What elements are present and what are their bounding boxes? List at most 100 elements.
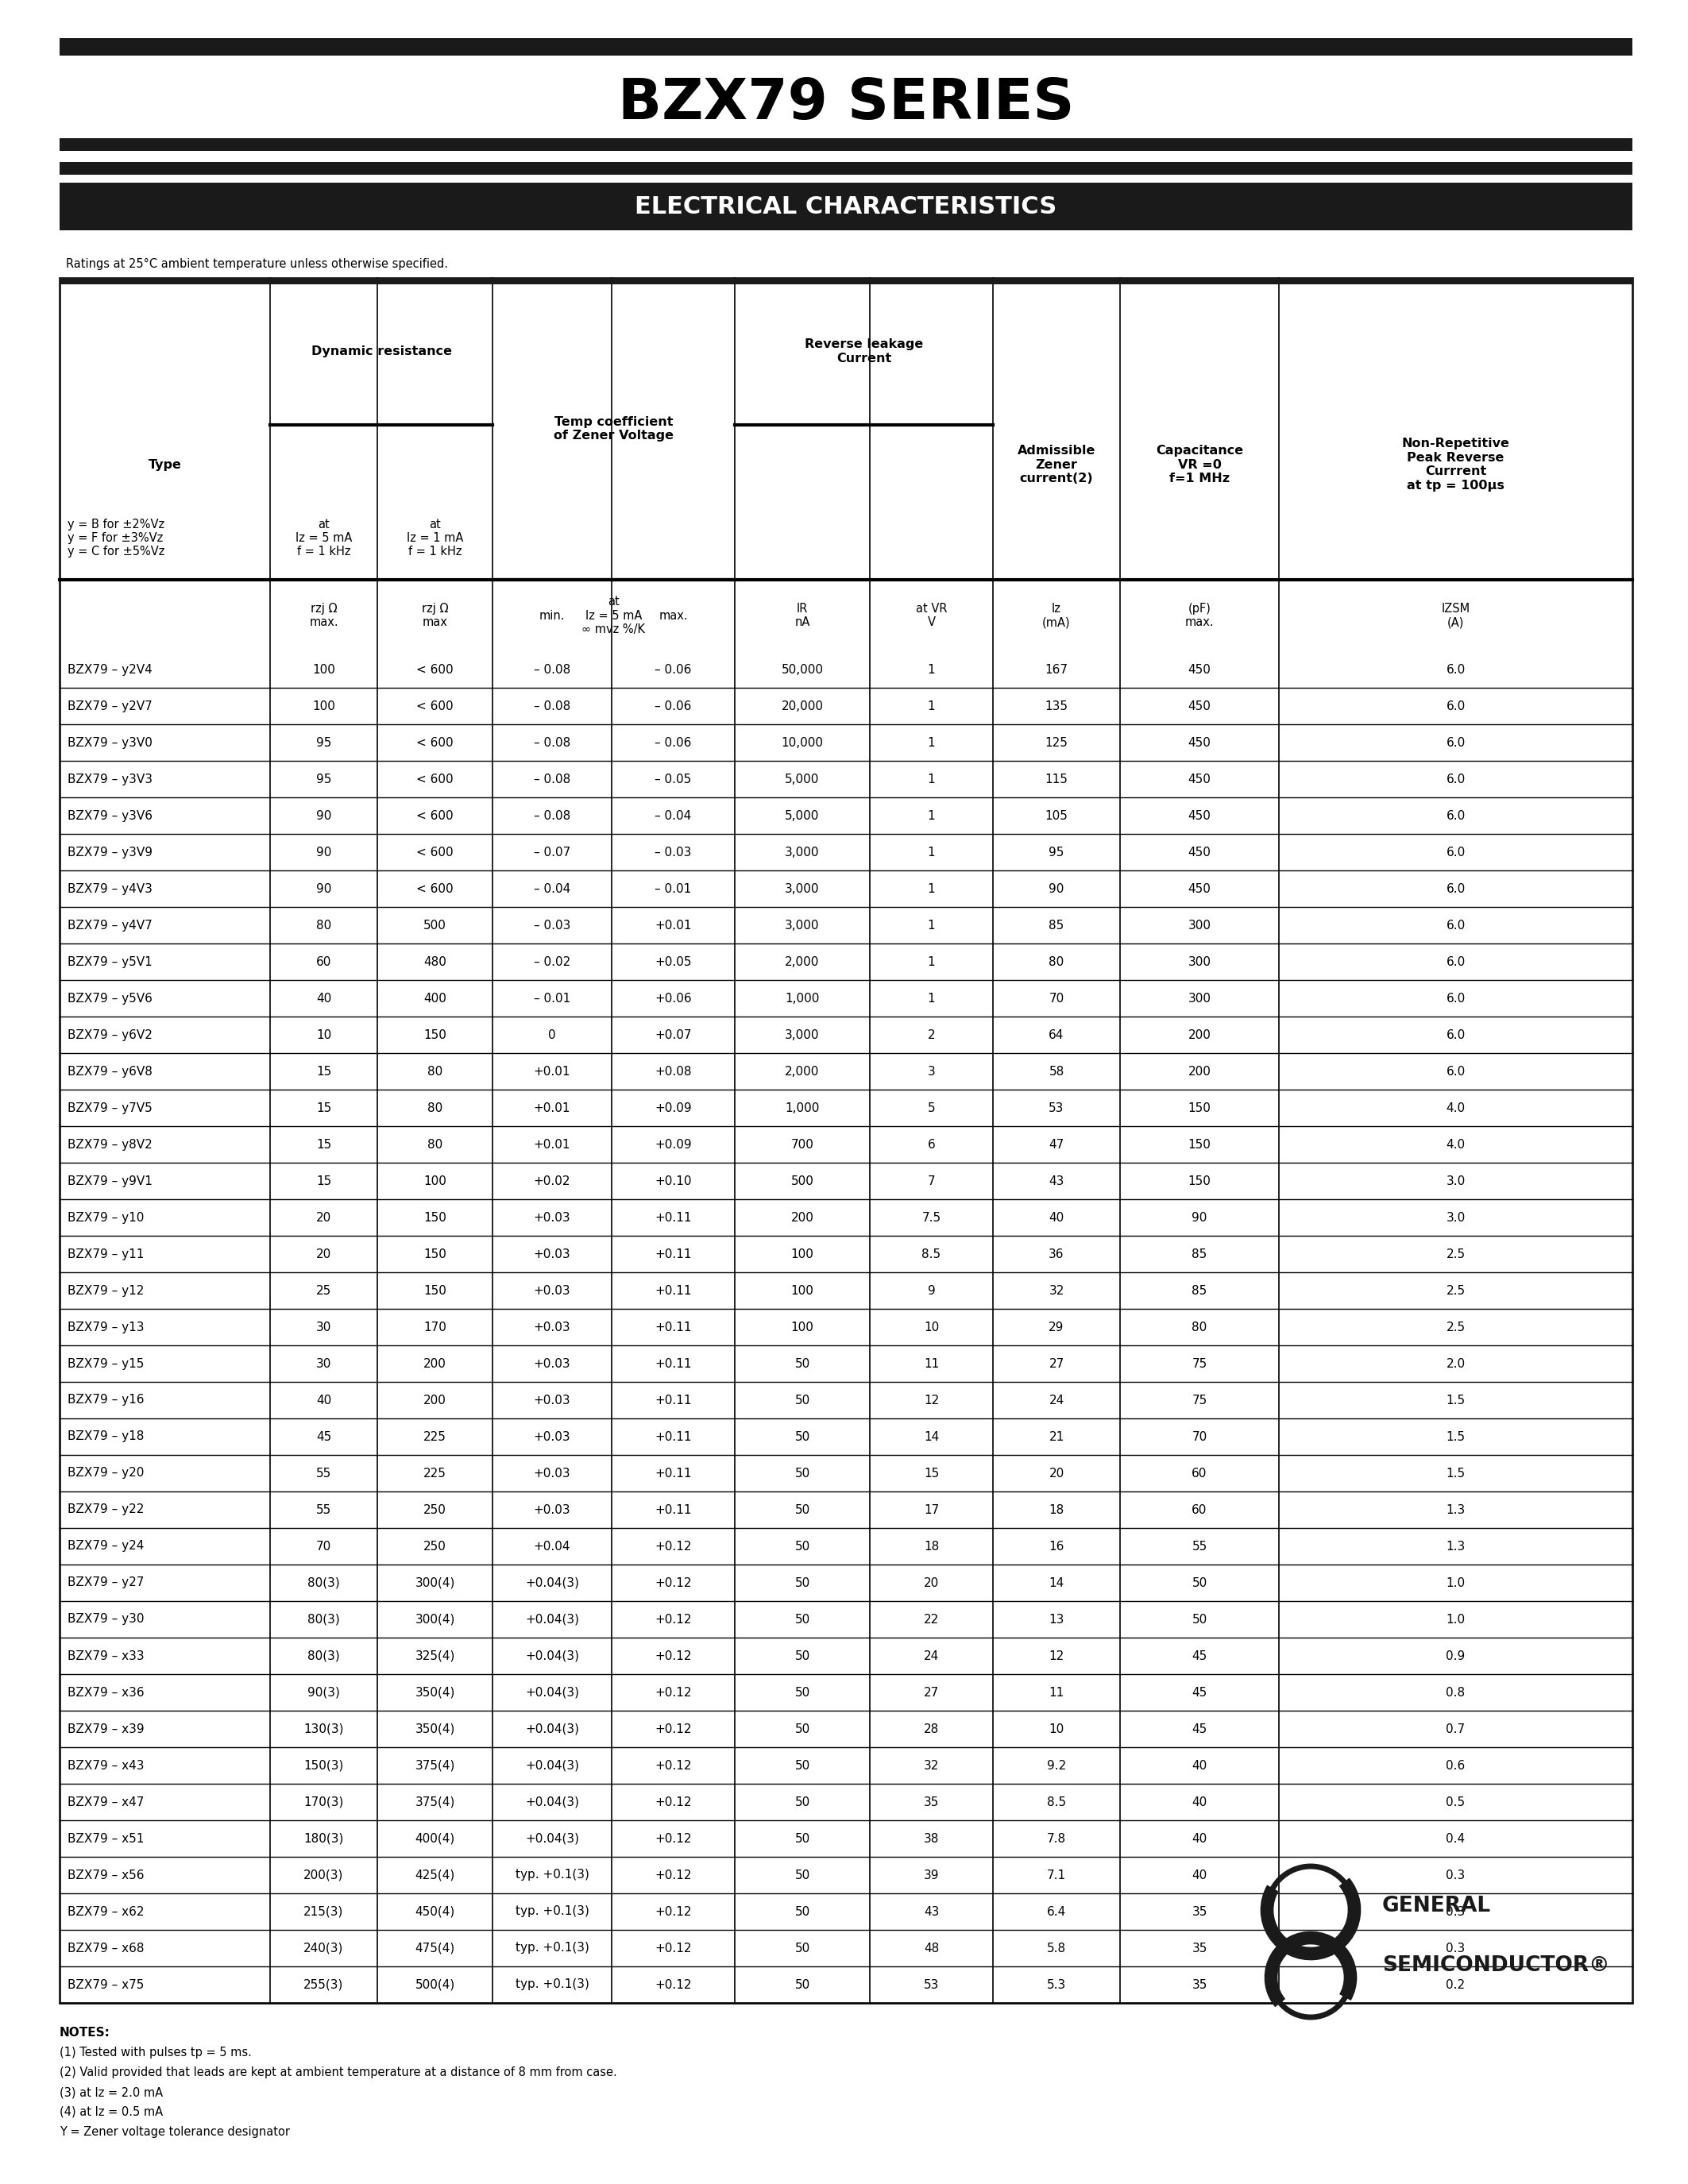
Text: 53: 53	[1048, 1103, 1063, 1114]
Text: GENERAL: GENERAL	[1382, 1896, 1491, 1915]
Text: 9.2: 9.2	[1047, 1760, 1067, 1771]
Text: 15: 15	[316, 1103, 331, 1114]
Text: 70: 70	[316, 1540, 331, 1553]
Text: IR
nA: IR nA	[795, 603, 810, 629]
Text: BZX79 – y15: BZX79 – y15	[68, 1358, 143, 1369]
Text: 400(4): 400(4)	[415, 1832, 454, 1845]
Text: 1: 1	[928, 919, 935, 930]
Text: +0.11: +0.11	[655, 1468, 692, 1479]
Text: 1: 1	[928, 992, 935, 1005]
Text: Reverse leakage
Current: Reverse leakage Current	[805, 339, 923, 365]
Text: (4) at Iz = 0.5 mA: (4) at Iz = 0.5 mA	[59, 2105, 164, 2118]
Text: – 0.01: – 0.01	[655, 882, 692, 895]
Text: 1: 1	[928, 773, 935, 784]
Text: +0.11: +0.11	[655, 1505, 692, 1516]
Text: +0.11: +0.11	[655, 1284, 692, 1297]
Text: 55: 55	[1192, 1540, 1207, 1553]
Text: 38: 38	[923, 1832, 939, 1845]
Text: y = B for ±2%Vz
y = F for ±3%Vz
y = C for ±5%Vz: y = B for ±2%Vz y = F for ±3%Vz y = C fo…	[68, 518, 165, 557]
Text: 55: 55	[316, 1505, 331, 1516]
Text: 40: 40	[1192, 1795, 1207, 1808]
Text: 240(3): 240(3)	[304, 1942, 344, 1955]
Text: 40: 40	[1192, 1832, 1207, 1845]
Text: 28: 28	[923, 1723, 939, 1734]
Text: 11: 11	[1048, 1686, 1063, 1699]
Text: 1.5: 1.5	[1447, 1393, 1465, 1406]
Text: 18: 18	[1048, 1505, 1063, 1516]
Text: 200: 200	[1188, 1066, 1210, 1077]
Text: 7.1: 7.1	[1047, 1870, 1067, 1880]
Text: 150(3): 150(3)	[304, 1760, 344, 1771]
Text: BZX79 – y27: BZX79 – y27	[68, 1577, 143, 1588]
Text: 80(3): 80(3)	[307, 1577, 339, 1588]
Text: +0.03: +0.03	[533, 1247, 571, 1260]
Text: BZX79 – x68: BZX79 – x68	[68, 1942, 143, 1955]
Text: – 0.03: – 0.03	[655, 845, 692, 858]
Text: 35: 35	[1192, 1907, 1207, 1918]
Text: BZX79 – y5V1: BZX79 – y5V1	[68, 957, 152, 968]
Text: BZX79 – x36: BZX79 – x36	[68, 1686, 143, 1699]
Text: +0.10: +0.10	[655, 1175, 692, 1186]
Text: BZX79 – y4V7: BZX79 – y4V7	[68, 919, 152, 930]
Text: 450: 450	[1188, 845, 1210, 858]
Text: 80: 80	[1048, 957, 1063, 968]
Text: 150: 150	[424, 1284, 446, 1297]
Text: 3.0: 3.0	[1447, 1212, 1465, 1223]
Text: 50: 50	[795, 1468, 810, 1479]
Text: 115: 115	[1045, 773, 1069, 784]
Text: 5.8: 5.8	[1047, 1942, 1067, 1955]
Text: Admissible
Zener
current(2): Admissible Zener current(2)	[1018, 446, 1096, 485]
Text: 100: 100	[424, 1175, 446, 1186]
Text: BZX79 – y3V0: BZX79 – y3V0	[68, 736, 152, 749]
Text: 10: 10	[923, 1321, 939, 1332]
Text: +0.01: +0.01	[533, 1138, 571, 1151]
Text: 2.5: 2.5	[1447, 1284, 1465, 1297]
Text: 50: 50	[1192, 1577, 1207, 1588]
Text: 50: 50	[1192, 1614, 1207, 1625]
Text: 80: 80	[427, 1103, 442, 1114]
Text: Dynamic resistance: Dynamic resistance	[311, 345, 452, 358]
Text: +0.12: +0.12	[655, 1649, 692, 1662]
Text: BZX79 – y24: BZX79 – y24	[68, 1540, 143, 1553]
Text: BZX79 – x33: BZX79 – x33	[68, 1649, 143, 1662]
Text: 27: 27	[1048, 1358, 1063, 1369]
Text: 20: 20	[923, 1577, 939, 1588]
Text: Non-Repetitive
Peak Reverse
Currrent
at tp = 100μs: Non-Repetitive Peak Reverse Currrent at …	[1401, 439, 1509, 491]
Text: +0.04(3): +0.04(3)	[525, 1795, 579, 1808]
Text: 11: 11	[923, 1358, 939, 1369]
Text: +0.11: +0.11	[655, 1212, 692, 1223]
Text: 700: 700	[790, 1138, 814, 1151]
Text: 48: 48	[923, 1942, 939, 1955]
Text: 6.0: 6.0	[1447, 736, 1465, 749]
Text: 100: 100	[790, 1284, 814, 1297]
Text: 3: 3	[927, 1066, 935, 1077]
Text: BZX79 – y16: BZX79 – y16	[68, 1393, 143, 1406]
Text: at
Iz = 1 mA
f = 1 kHz: at Iz = 1 mA f = 1 kHz	[407, 518, 463, 557]
Text: +0.11: +0.11	[655, 1321, 692, 1332]
Bar	[59, 277, 1632, 284]
Text: +0.11: +0.11	[655, 1247, 692, 1260]
Text: 1.3: 1.3	[1447, 1540, 1465, 1553]
Text: BZX79 – y12: BZX79 – y12	[68, 1284, 143, 1297]
Text: 6.0: 6.0	[1447, 664, 1465, 675]
Text: 6.4: 6.4	[1047, 1907, 1067, 1918]
Text: < 600: < 600	[417, 701, 454, 712]
Text: at VR
V: at VR V	[915, 603, 947, 629]
Text: +0.12: +0.12	[655, 1540, 692, 1553]
Text: 85: 85	[1048, 919, 1063, 930]
Text: 200: 200	[424, 1358, 446, 1369]
Text: 180(3): 180(3)	[304, 1832, 344, 1845]
Text: 2: 2	[928, 1029, 935, 1042]
Text: 53: 53	[923, 1979, 939, 1990]
Text: 95: 95	[316, 736, 331, 749]
Text: 325(4): 325(4)	[415, 1649, 456, 1662]
Text: (1) Tested with pulses tp = 5 ms.: (1) Tested with pulses tp = 5 ms.	[59, 2046, 252, 2060]
Text: 80: 80	[427, 1066, 442, 1077]
Text: 40: 40	[1048, 1212, 1063, 1223]
Text: +0.04(3): +0.04(3)	[525, 1577, 579, 1588]
Text: 500(4): 500(4)	[415, 1979, 454, 1990]
Text: 150: 150	[424, 1029, 446, 1042]
Text: 215(3): 215(3)	[304, 1907, 344, 1918]
Text: 64: 64	[1048, 1029, 1063, 1042]
Text: 43: 43	[1048, 1175, 1063, 1186]
